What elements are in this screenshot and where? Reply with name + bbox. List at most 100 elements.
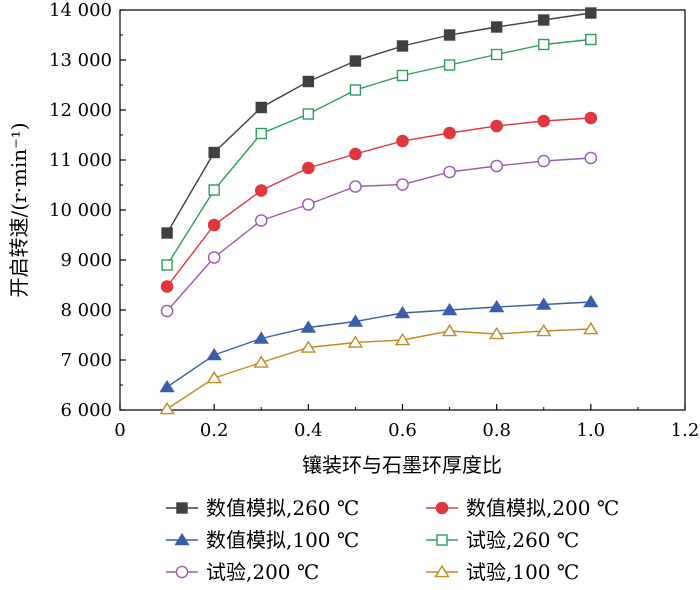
data-point <box>208 146 220 159</box>
legend-entry: 试验,260 ℃ <box>426 528 579 552</box>
data-point <box>583 321 599 335</box>
data-point <box>254 214 268 227</box>
y-tick-label: 13 000 <box>49 50 112 71</box>
legend-marker <box>175 565 189 579</box>
data-point <box>253 355 269 368</box>
y-tick-label: 8 000 <box>60 300 112 321</box>
data-point <box>536 323 552 337</box>
data-point <box>349 84 362 96</box>
data-point <box>396 40 409 52</box>
series-6 <box>159 321 599 415</box>
data-point <box>490 21 503 33</box>
y-tick-label: 14 000 <box>49 0 112 21</box>
data-point <box>488 299 505 313</box>
data-point <box>394 332 411 346</box>
y-tick-label: 10 000 <box>49 200 112 221</box>
data-point <box>161 227 173 239</box>
data-point <box>161 259 173 271</box>
legend-marker <box>434 564 450 578</box>
data-point <box>207 218 221 232</box>
data-point <box>443 165 456 179</box>
legend-label: 数值模拟,260 ℃ <box>206 496 359 520</box>
data-point <box>585 33 597 46</box>
x-axis-title: 镶装环与石墨环厚度比 <box>302 453 502 477</box>
data-point <box>585 7 597 19</box>
data-point <box>538 14 550 26</box>
legend-label: 数值模拟,100 ℃ <box>206 528 359 552</box>
data-point <box>584 151 598 165</box>
data-point <box>441 302 458 316</box>
legend-label: 试验,100 ℃ <box>466 560 579 584</box>
data-point <box>583 294 599 308</box>
data-point <box>347 314 364 327</box>
data-point <box>537 114 551 128</box>
data-point <box>302 108 315 120</box>
data-point <box>253 331 269 344</box>
data-point <box>441 323 458 337</box>
axis-ticks: 0 0.2 0.4 0.6 0.8 1.0 1.2 6 000 7 000 8 000 9 000 1… <box>49 0 699 441</box>
data-point <box>443 126 456 140</box>
data-point <box>396 134 409 148</box>
data-point <box>159 379 175 393</box>
data-point <box>300 320 317 333</box>
x-tick-label: 0.4 <box>294 420 323 441</box>
data-point <box>160 280 174 293</box>
series-layer <box>159 7 599 415</box>
x-tick-label: 0.2 <box>200 420 229 441</box>
data-point <box>302 75 315 88</box>
y-tick-label: 9 000 <box>60 250 112 271</box>
data-point <box>396 178 409 191</box>
x-tick-label: 0.6 <box>388 420 417 441</box>
data-point <box>537 154 551 168</box>
data-point <box>538 38 550 51</box>
series-1 <box>161 7 597 239</box>
data-point <box>396 69 409 82</box>
legend-label: 数值模拟,200 ℃ <box>466 496 619 520</box>
data-point <box>490 48 503 61</box>
legend-entry: 数值模拟,260 ℃ <box>166 496 359 520</box>
data-point <box>394 305 411 319</box>
series-line <box>166 157 591 312</box>
data-point <box>254 184 268 197</box>
x-tick-label: 0 <box>114 420 125 441</box>
series-5 <box>160 151 598 318</box>
series-line <box>166 301 591 388</box>
data-point <box>255 101 267 114</box>
data-point <box>206 347 222 361</box>
legend-entry: 试验,100 ℃ <box>426 560 579 584</box>
series-4 <box>161 33 597 271</box>
data-point <box>488 326 505 340</box>
series-line <box>166 12 591 234</box>
legend-marker <box>176 502 188 514</box>
data-point <box>349 180 362 193</box>
data-point <box>255 127 267 140</box>
data-point <box>443 29 456 41</box>
data-point <box>490 119 503 133</box>
data-point <box>490 159 503 173</box>
data-point <box>536 297 552 310</box>
data-point <box>302 198 315 211</box>
data-point <box>300 340 317 353</box>
legend: 数值模拟,260 ℃ 数值模拟,200 ℃ 数值模拟,100 ℃ 试验,260 ℃ 试验… <box>166 496 619 584</box>
x-tick-label: 0.8 <box>482 420 511 441</box>
legend-entry: 数值模拟,100 ℃ <box>166 528 359 552</box>
data-point <box>160 304 174 318</box>
series-line <box>166 117 591 287</box>
series-line <box>166 328 591 410</box>
y-tick-label: 6 000 <box>60 400 112 421</box>
data-point <box>206 370 222 384</box>
series-3 <box>159 294 599 393</box>
legend-label: 试验,260 ℃ <box>466 528 579 552</box>
legend-marker <box>436 534 448 546</box>
data-point <box>207 251 221 264</box>
series-line <box>166 38 591 266</box>
data-point <box>443 59 456 71</box>
data-point <box>349 55 362 67</box>
legend-marker <box>174 532 190 546</box>
data-point <box>349 147 362 161</box>
y-tick-label: 11 000 <box>49 150 112 171</box>
legend-marker <box>435 501 449 515</box>
legend-entry: 试验,200 ℃ <box>166 560 319 584</box>
series-2 <box>160 111 598 293</box>
